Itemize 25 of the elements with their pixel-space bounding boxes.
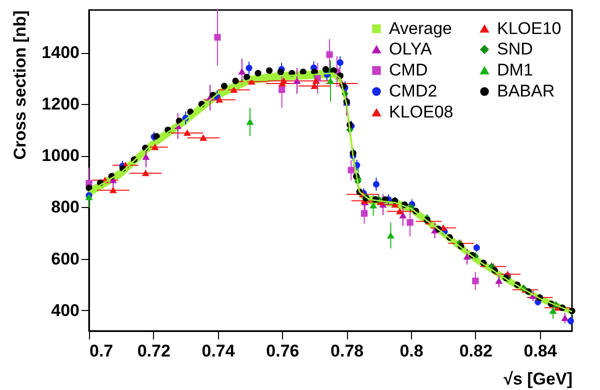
x-tick-label: 0.72 [137,342,170,360]
x-tick-label: 0.76 [266,342,300,360]
legend-label: CMD [389,60,428,80]
y-tick-label: 1000 [42,146,80,166]
legend-label: CMD2 [389,82,438,100]
x-tick-label: 0.8 [400,342,424,360]
legend-label: Average [389,18,452,38]
y-tick-label: 600 [51,249,80,268]
x-tick-label: 0.84 [524,342,558,360]
legend-label: KLOE10 [497,18,562,38]
y-tick-label: 1400 [42,43,80,62]
legend-label: OLYA [389,40,432,58]
legend-label: BABAR [497,82,555,100]
x-tick-label: 0.7 [90,342,114,360]
x-tick-label: 0.78 [330,342,364,360]
x-tick-label: 0.82 [459,342,492,360]
y-tick-label: 1200 [42,94,80,114]
legend-label: SND [497,40,533,58]
y-tick-label: 800 [51,198,80,217]
x-axis-title: √s [GeV] [504,370,572,388]
x-tick-label: 0.74 [202,342,236,360]
y-axis-title: Cross section [nb] [10,10,30,160]
legend-label: DM1 [497,60,533,80]
legend-label: KLOE08 [389,102,454,122]
y-tick-label: 400 [51,300,80,320]
